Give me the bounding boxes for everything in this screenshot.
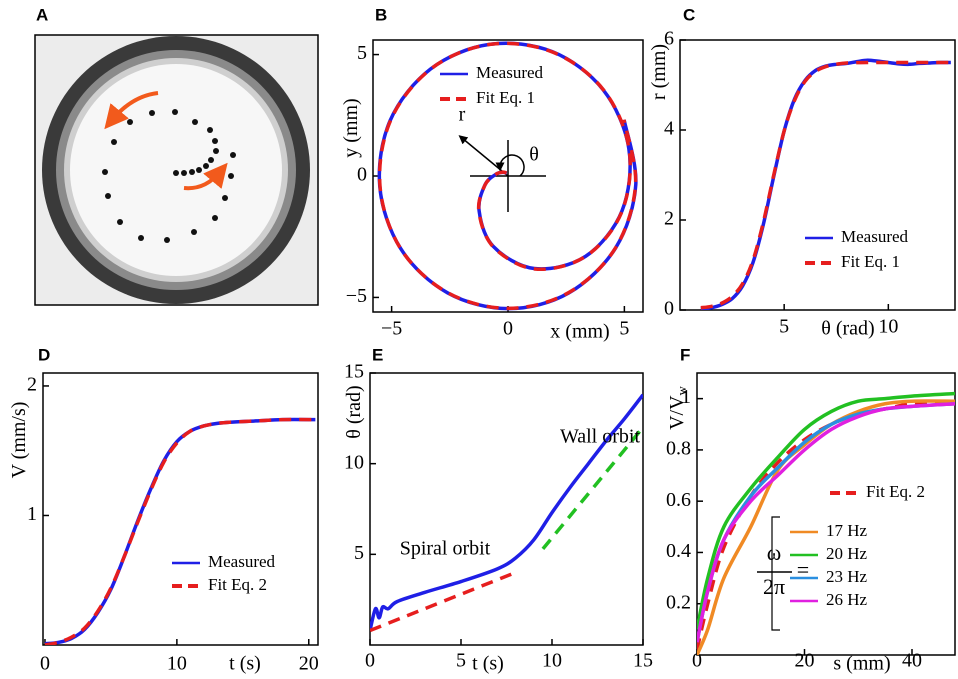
legend-label: 20 Hz bbox=[826, 544, 868, 563]
y-tick-label: 1 bbox=[681, 386, 691, 408]
y-tick-label: 0.6 bbox=[666, 489, 691, 511]
data-line bbox=[377, 41, 638, 311]
y-axis-label: V (mm/s) bbox=[8, 402, 30, 479]
y-axis-label: V/Vw bbox=[666, 385, 689, 429]
y-tick-label: 2 bbox=[664, 208, 674, 230]
data-line bbox=[697, 399, 955, 655]
x-tick-label: 40 bbox=[902, 650, 922, 672]
x-axis-label: x (mm) bbox=[550, 321, 609, 343]
y-axis-label-text: V/V bbox=[666, 395, 688, 430]
y-axis-label: r (mm) bbox=[648, 44, 670, 100]
plot-frame bbox=[679, 39, 956, 311]
data-line bbox=[370, 393, 643, 631]
y-tick-label: 2 bbox=[27, 374, 37, 396]
legend-label: 26 Hz bbox=[826, 590, 868, 609]
y-tick-label: 15 bbox=[344, 361, 364, 383]
y-tick-label: 0.8 bbox=[666, 438, 691, 460]
y-tick-label: 1 bbox=[27, 503, 37, 525]
data-line bbox=[44, 417, 316, 645]
x-tick-label: 0 bbox=[692, 650, 702, 672]
plot-frame bbox=[369, 372, 644, 646]
x-tick-label: 10 bbox=[542, 650, 562, 672]
legend-label: Measured bbox=[208, 552, 276, 571]
y-axis-label-text: V (mm/s) bbox=[8, 402, 30, 479]
legend-label: Measured bbox=[476, 63, 544, 82]
plot-frame bbox=[42, 372, 319, 646]
y-tick-label: 0.2 bbox=[666, 591, 691, 613]
x-tick-label: 10 bbox=[878, 316, 898, 338]
x-axis-label: t (s) bbox=[472, 653, 504, 675]
x-axis-label: t (s) bbox=[229, 653, 261, 675]
y-tick-label: 4 bbox=[664, 118, 674, 140]
x-tick-label: 20 bbox=[795, 650, 815, 672]
polar-guide bbox=[458, 135, 546, 212]
y-axis-label-text: r (mm) bbox=[648, 44, 670, 100]
x-axis-label: s (mm) bbox=[833, 653, 890, 675]
data-line bbox=[697, 399, 955, 651]
legend-label: 23 Hz bbox=[826, 567, 868, 586]
y-tick-label: −5 bbox=[346, 285, 367, 307]
legend-label: Measured bbox=[841, 227, 909, 246]
plot-frame bbox=[696, 372, 956, 656]
legend-bracket bbox=[771, 516, 780, 631]
panel-label: C bbox=[683, 5, 695, 24]
legend-label: Fit Eq. 1 bbox=[841, 252, 900, 271]
data-line bbox=[44, 417, 316, 645]
legend-numerator: ω bbox=[767, 540, 781, 565]
x-tick-label: 10 bbox=[167, 653, 187, 675]
x-tick-label: 5 bbox=[456, 650, 466, 672]
x-tick-label: 5 bbox=[619, 318, 629, 340]
x-tick-label: 20 bbox=[299, 653, 319, 675]
x-tick-label: 0 bbox=[365, 650, 375, 672]
annotation: Wall orbit bbox=[560, 426, 640, 448]
data-line bbox=[697, 402, 955, 643]
y-axis-label-text: θ (rad) bbox=[343, 385, 365, 438]
y-axis-label: θ (rad) bbox=[343, 385, 365, 438]
annotation: θ bbox=[529, 144, 539, 166]
y-tick-label: 5 bbox=[357, 42, 367, 64]
data-line bbox=[370, 570, 517, 633]
x-tick-label: 15 bbox=[633, 650, 653, 672]
y-axis-label-subscript: w bbox=[674, 385, 689, 395]
panel-label: D bbox=[38, 345, 50, 364]
legend-label: Fit Eq. 2 bbox=[866, 482, 925, 501]
x-tick-label: 0 bbox=[40, 653, 50, 675]
legend-label: Fit Eq. 1 bbox=[476, 88, 535, 107]
data-line bbox=[700, 60, 951, 310]
data-line bbox=[700, 58, 951, 310]
legend-equals: = bbox=[797, 557, 809, 582]
x-tick-label: 5 bbox=[779, 316, 789, 338]
y-tick-label: 10 bbox=[344, 451, 364, 473]
legend-label: Fit Eq. 2 bbox=[208, 575, 267, 594]
y-tick-label: 0 bbox=[664, 298, 674, 320]
panel-label: B bbox=[375, 5, 387, 24]
y-tick-label: 5 bbox=[354, 542, 364, 564]
y-axis-label: y (mm) bbox=[340, 98, 362, 157]
data-line bbox=[541, 426, 643, 551]
x-tick-label: 0 bbox=[503, 318, 513, 340]
y-tick-label: 0.4 bbox=[666, 540, 691, 562]
y-axis-label-text: y (mm) bbox=[340, 98, 362, 157]
legend-label: 17 Hz bbox=[826, 521, 868, 540]
x-axis-label: θ (rad) bbox=[821, 318, 874, 340]
annotation: r bbox=[459, 104, 466, 126]
panel-label: A bbox=[36, 5, 48, 24]
panel-label: E bbox=[372, 345, 383, 364]
y-tick-label: 0 bbox=[357, 164, 367, 186]
photo bbox=[34, 34, 319, 306]
x-tick-label: −5 bbox=[381, 318, 402, 340]
legend-denominator: 2π bbox=[763, 574, 785, 599]
panel-label: F bbox=[680, 345, 690, 364]
y-tick-label: 6 bbox=[664, 28, 674, 50]
annotation: Spiral orbit bbox=[400, 538, 491, 560]
data-line bbox=[697, 391, 955, 630]
